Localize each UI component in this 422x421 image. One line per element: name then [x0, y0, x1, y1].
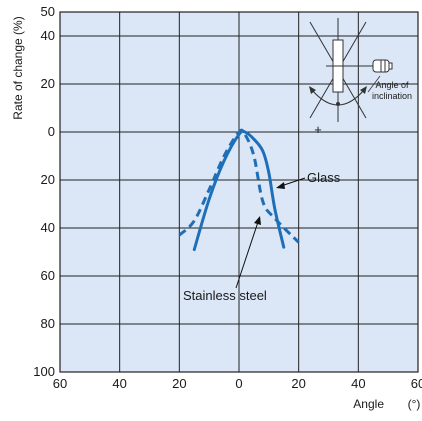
annotation-stainless-steel: Stainless steel — [183, 216, 267, 303]
inset-caption-line1: Angle of — [375, 80, 409, 90]
x-tick-label: 60 — [411, 376, 422, 391]
inset-arc-arrowhead-left — [309, 86, 316, 94]
y-tick-label: 40 — [41, 28, 55, 43]
inset-caption-line2: inclination — [372, 91, 412, 101]
y-axis-title: Rate of change (%) — [11, 16, 25, 119]
inset-pivot-dot — [336, 102, 340, 106]
x-tick-label: 40 — [112, 376, 126, 391]
y-tick-label: 100 — [33, 364, 55, 379]
y-tick-label: 60 — [41, 268, 55, 283]
y-tick-label: 50 — [41, 4, 55, 19]
plot-frame — [59, 11, 419, 373]
y-tick-label: 0 — [48, 124, 55, 139]
inset-light-source-icon — [372, 59, 393, 73]
x-tick-label: 40 — [351, 376, 365, 391]
y-tick-label: 80 — [41, 316, 55, 331]
y-tick-label: 40 — [41, 220, 55, 235]
series-line-stainless-steel — [178, 128, 300, 244]
y-tick-label: 20 — [41, 172, 55, 187]
angle-of-inclination-inset: + Angle of inclination — [309, 18, 412, 137]
x-tick-label: 20 — [291, 376, 305, 391]
inset-caption-leader — [367, 75, 381, 93]
annotation-stainless-steel-label: Stainless steel — [183, 288, 267, 303]
inset-plus-label: + — [314, 122, 322, 137]
x-axis-unit: (°) — [408, 397, 421, 411]
x-tick-label: 20 — [172, 376, 186, 391]
annotation-glass-label: Glass — [307, 170, 341, 185]
series-line-glass — [192, 129, 286, 252]
annotation-glass: Glass — [276, 170, 341, 189]
x-tick-label: 0 — [235, 376, 242, 391]
inset-arc-arrowhead-right — [360, 86, 367, 94]
y-tick-label: 20 — [41, 76, 55, 91]
x-axis-title: Angle — [353, 397, 384, 411]
x-tick-label: 60 — [53, 376, 67, 391]
